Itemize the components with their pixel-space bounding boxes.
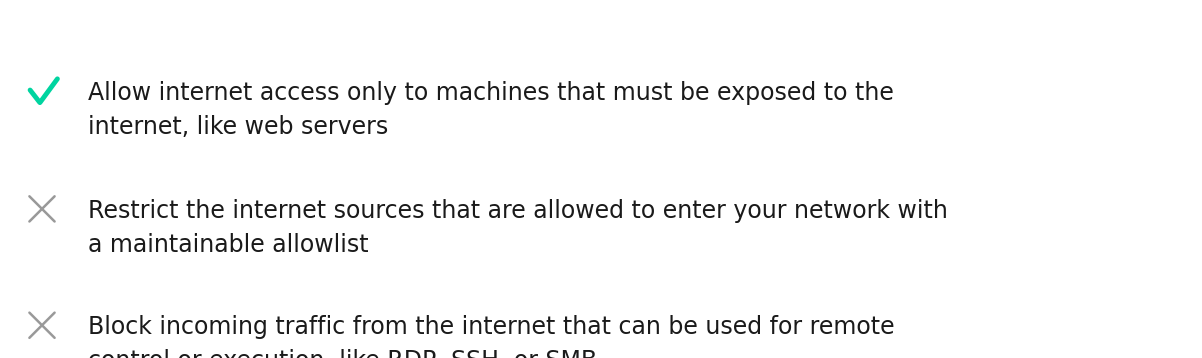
Text: Block incoming traffic from the internet that can be used for remote: Block incoming traffic from the internet… [88,315,894,339]
Text: Restrict the internet sources that are allowed to enter your network with: Restrict the internet sources that are a… [88,199,948,223]
Text: Allow internet access only to machines that must be exposed to the: Allow internet access only to machines t… [88,81,894,105]
Text: control or execution, like RDP, SSH, or SMB: control or execution, like RDP, SSH, or … [88,349,597,358]
Text: internet, like web servers: internet, like web servers [88,115,388,139]
Text: a maintainable allowlist: a maintainable allowlist [88,233,369,257]
